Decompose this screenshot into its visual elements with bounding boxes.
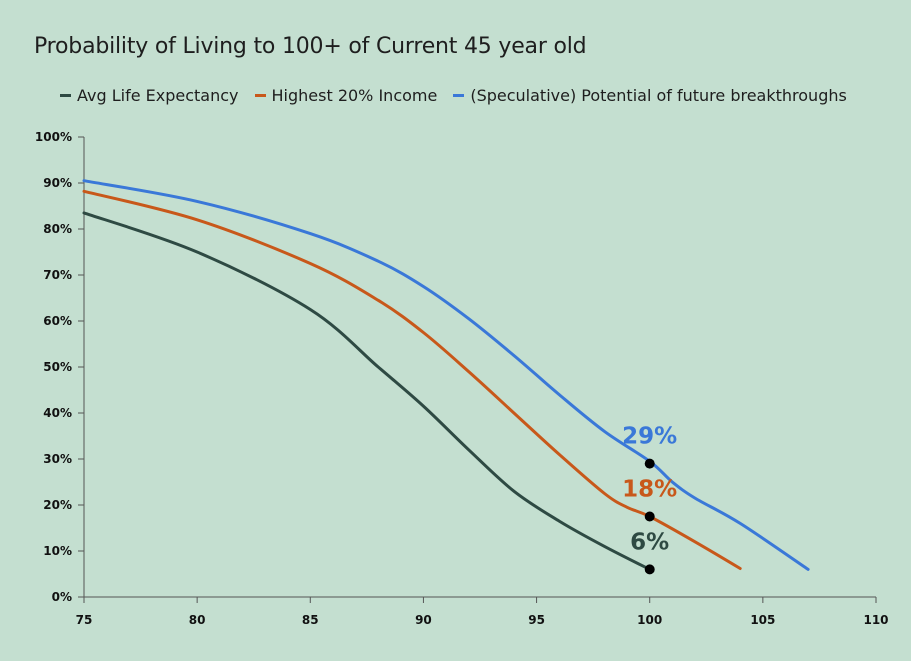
x-tick-label: 100 bbox=[637, 613, 662, 627]
series-line-speculative bbox=[82, 179, 810, 571]
legend-swatch-speculative bbox=[453, 94, 465, 97]
data-point-marker bbox=[644, 511, 655, 522]
x-tick-label: 85 bbox=[302, 613, 319, 627]
y-tick-label: 30% bbox=[43, 452, 72, 466]
y-tick-label: 10% bbox=[43, 544, 72, 558]
legend-item-speculative: (Speculative) Potential of future breakt… bbox=[453, 86, 847, 105]
y-tick-label: 80% bbox=[43, 222, 72, 236]
legend-label-speculative: (Speculative) Potential of future breakt… bbox=[470, 86, 847, 105]
legend-item-avg: Avg Life Expectancy bbox=[60, 86, 239, 105]
y-tick-label: 60% bbox=[43, 314, 72, 328]
y-tick-label: 90% bbox=[43, 176, 72, 190]
y-tick-label: 0% bbox=[52, 590, 72, 604]
series-line-avg-life-expectancy bbox=[82, 211, 652, 571]
chart-title: Probability of Living to 100+ of Current… bbox=[34, 34, 587, 59]
data-point-marker bbox=[644, 458, 655, 469]
legend-swatch-avg bbox=[60, 94, 71, 97]
y-tick-label: 70% bbox=[43, 268, 72, 282]
y-tick-label: 20% bbox=[43, 498, 72, 512]
x-tick-label: 95 bbox=[528, 613, 545, 627]
x-tick-label: 90 bbox=[415, 613, 432, 627]
y-tick-label: 40% bbox=[43, 406, 72, 420]
y-tick-label: 50% bbox=[43, 360, 72, 374]
x-tick-label: 110 bbox=[863, 613, 888, 627]
data-label: 6% bbox=[630, 529, 669, 555]
series-line-highest-20-income bbox=[82, 189, 742, 570]
y-tick-label: 100% bbox=[35, 130, 72, 144]
data-point-marker bbox=[644, 564, 655, 575]
x-tick-label: 75 bbox=[76, 613, 93, 627]
legend-label-avg: Avg Life Expectancy bbox=[77, 86, 239, 105]
data-label: 29% bbox=[622, 424, 677, 450]
legend-label-income: Highest 20% Income bbox=[271, 86, 438, 105]
legend-item-income: Highest 20% Income bbox=[254, 86, 438, 105]
data-label: 18% bbox=[622, 477, 677, 503]
chart-legend: Avg Life Expectancy Highest 20% Income (… bbox=[60, 86, 847, 105]
x-tick-label: 105 bbox=[750, 613, 775, 627]
legend-swatch-income bbox=[254, 94, 266, 97]
x-tick-label: 80 bbox=[189, 613, 206, 627]
